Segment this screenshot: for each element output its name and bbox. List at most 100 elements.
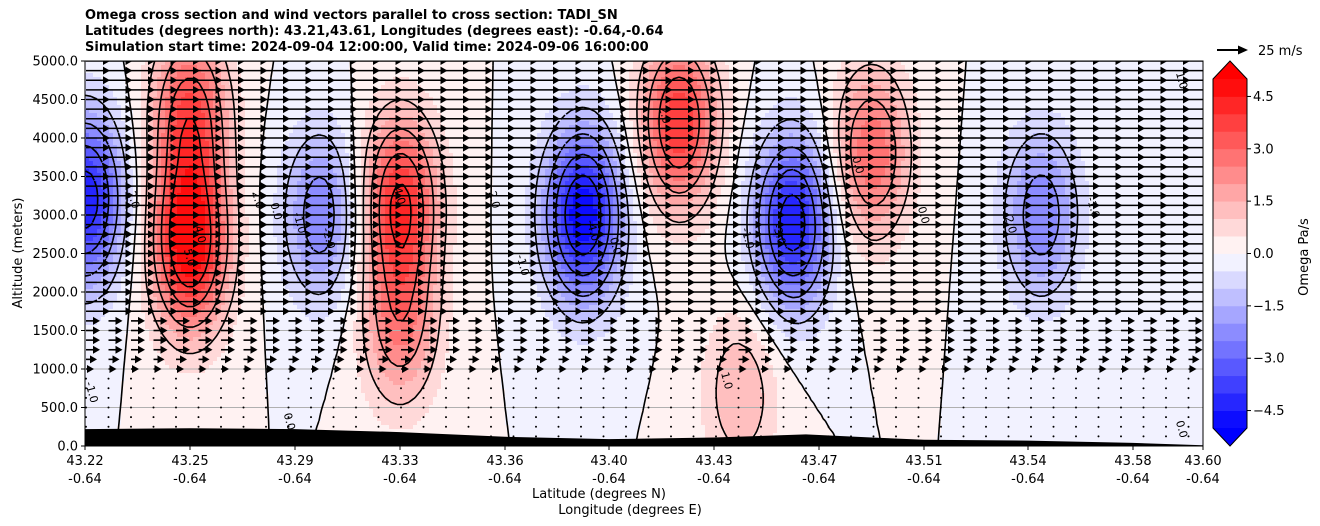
omega-cell [669, 129, 674, 134]
omega-cell [401, 73, 406, 78]
omega-cell [1169, 101, 1174, 106]
omega-cell [581, 61, 586, 66]
omega-cell [169, 93, 174, 98]
omega-cell [557, 109, 562, 114]
omega-cell [265, 121, 270, 126]
omega-cell [581, 81, 586, 86]
omega-cell [1097, 121, 1102, 126]
omega-cell [929, 89, 934, 94]
omega-cell [937, 81, 942, 86]
omega-cell [1133, 89, 1138, 94]
omega-cell [849, 81, 854, 86]
omega-cell [1053, 105, 1058, 110]
omega-cell [1089, 81, 1094, 86]
omega-cell [157, 93, 162, 98]
omega-cell [753, 125, 758, 130]
omega-cell [1185, 121, 1190, 126]
omega-cell [1161, 113, 1166, 118]
omega-cell [309, 61, 314, 66]
omega-cell [717, 129, 722, 134]
omega-cell [585, 93, 590, 98]
omega-cell [949, 101, 954, 106]
omega-cell [357, 113, 362, 118]
omega-cell [825, 113, 830, 118]
omega-cell [1129, 93, 1134, 98]
omega-cell [85, 81, 90, 86]
omega-cell [437, 109, 442, 114]
omega-cell [1145, 81, 1150, 86]
omega-cell [241, 73, 246, 78]
omega-cell [357, 65, 362, 70]
omega-cell [609, 93, 614, 98]
omega-cell [553, 121, 558, 126]
omega-cell [417, 93, 422, 98]
omega-cell [533, 65, 538, 70]
omega-cell [337, 85, 342, 90]
omega-cell [241, 93, 246, 98]
omega-cell [173, 81, 178, 86]
omega-cell [193, 81, 198, 86]
omega-cell [841, 89, 846, 94]
omega-cell [233, 105, 238, 110]
omega-cell [537, 81, 542, 86]
omega-cell [441, 93, 446, 98]
omega-cell [625, 81, 630, 86]
omega-cell [481, 125, 486, 130]
omega-cell [241, 65, 246, 70]
omega-cell [377, 93, 382, 98]
omega-cell [885, 61, 890, 66]
omega-cell [385, 61, 390, 66]
omega-cell [329, 81, 334, 86]
omega-cell [193, 129, 198, 134]
omega-cell [737, 81, 742, 86]
omega-cell [173, 89, 178, 94]
omega-cell [969, 105, 974, 110]
omega-cell [893, 93, 898, 98]
omega-cell [825, 65, 830, 70]
omega-cell [985, 105, 990, 110]
omega-cell [629, 73, 634, 78]
omega-cell [297, 129, 302, 134]
omega-cell [829, 113, 834, 118]
omega-cell [1021, 85, 1026, 90]
omega-cell [385, 81, 390, 86]
omega-cell [257, 113, 262, 118]
omega-cell [165, 105, 170, 110]
omega-cell [257, 73, 262, 78]
omega-cell [985, 81, 990, 86]
omega-cell [477, 109, 482, 114]
omega-cell [1173, 81, 1178, 86]
omega-cell [1041, 105, 1046, 110]
omega-cell [681, 101, 686, 106]
omega-cell [125, 101, 130, 106]
omega-cell [1021, 109, 1026, 114]
omega-cell [901, 85, 906, 90]
omega-cell [257, 105, 262, 110]
omega-cell [173, 85, 178, 90]
omega-cell [701, 61, 706, 66]
omega-cell [697, 73, 702, 78]
omega-cell [665, 121, 670, 126]
omega-cell [937, 101, 942, 106]
omega-cell [97, 101, 102, 106]
omega-cell [741, 85, 746, 90]
omega-cell [1133, 93, 1138, 98]
omega-cell [1157, 89, 1162, 94]
omega-cell [477, 129, 482, 134]
omega-cell [129, 121, 134, 126]
omega-cell [633, 129, 638, 134]
omega-cell [165, 61, 170, 66]
omega-cell [337, 121, 342, 126]
omega-cell [741, 73, 746, 78]
omega-cell [425, 89, 430, 94]
omega-cell [1165, 121, 1170, 126]
omega-cell [1105, 85, 1110, 90]
omega-cell [1097, 89, 1102, 94]
omega-cell [265, 93, 270, 98]
omega-cell [1021, 121, 1026, 126]
omega-cell [861, 85, 866, 90]
omega-cell [1061, 125, 1066, 130]
omega-cell [1201, 109, 1203, 114]
omega-cell [541, 125, 546, 130]
omega-cell [1189, 77, 1194, 82]
